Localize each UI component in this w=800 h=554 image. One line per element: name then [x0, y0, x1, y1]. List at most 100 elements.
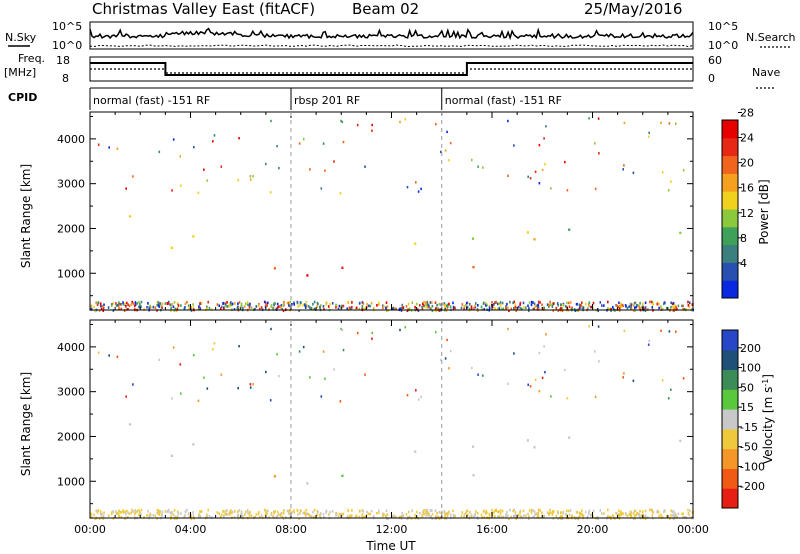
- velocity-cell: [507, 327, 509, 331]
- velocity-cell: [514, 511, 517, 514]
- power-cell: [575, 303, 578, 306]
- power-cell: [670, 180, 672, 183]
- velocity-cell: [318, 513, 321, 517]
- velocity-cell: [505, 514, 507, 518]
- power-cell: [429, 301, 432, 304]
- velocity-cell: [99, 512, 102, 516]
- power-cell: [90, 304, 93, 308]
- power-cell: [96, 301, 98, 305]
- power-cell: [289, 300, 292, 304]
- power-cell: [446, 303, 449, 307]
- velocity-cell: [297, 513, 299, 516]
- velocity-cell: [573, 516, 576, 519]
- velocity-cell: [367, 512, 370, 516]
- velocity-cell: [581, 514, 584, 517]
- power-cell: [517, 305, 520, 309]
- velocity-cell: [327, 513, 330, 516]
- velocity-cell: [470, 513, 473, 516]
- power-cell: [549, 300, 551, 304]
- velocity-cell: [521, 515, 523, 519]
- power-cell: [628, 305, 630, 308]
- power-cell: [248, 306, 251, 309]
- power-cell: [273, 267, 276, 270]
- velocity-cell: [635, 513, 638, 517]
- velocity-cell: [633, 509, 636, 513]
- velocity-cell: [519, 511, 521, 514]
- power-cell: [229, 305, 231, 308]
- power-cell: [134, 301, 137, 304]
- velocity-cell: [519, 509, 522, 513]
- velocity-cell: [454, 514, 456, 518]
- velocity-cell: [337, 515, 340, 519]
- velocity-cell: [640, 514, 643, 517]
- velocity-cell: [265, 511, 267, 515]
- power-cell: [318, 305, 321, 309]
- velocity-cell: [229, 511, 232, 514]
- velocity-cell: [175, 517, 178, 520]
- velocity-cell: [312, 510, 314, 514]
- velocity-cell: [596, 516, 599, 519]
- velocity-cell: [298, 517, 300, 521]
- power-cell: [383, 305, 385, 308]
- power-cell: [339, 192, 342, 195]
- velocity-cell: [550, 395, 552, 398]
- velocity-cell: [264, 513, 267, 516]
- power-cell: [266, 304, 268, 307]
- power-cell: [447, 305, 449, 308]
- power-cell: [428, 304, 430, 308]
- power-cell: [618, 307, 621, 310]
- power-cell: [100, 307, 103, 311]
- velocity-cell: [346, 515, 349, 518]
- velocity-cell: [415, 389, 417, 392]
- power-cell: [115, 302, 117, 305]
- power-cell: [387, 309, 389, 312]
- x-tick-label: 20:00: [577, 523, 609, 536]
- power-cell: [566, 301, 568, 305]
- velocity-cell: [533, 515, 535, 519]
- velocity-cell: [140, 508, 143, 512]
- power-colorbar-frame: [721, 119, 739, 299]
- power-cell: [187, 304, 190, 307]
- velocity-cell: [626, 514, 629, 518]
- power-cell: [528, 307, 530, 310]
- velocity-cell: [306, 512, 309, 516]
- power-cell: [444, 305, 446, 308]
- power-cell: [372, 307, 375, 310]
- velocity-cell: [355, 514, 358, 518]
- velocity-cell: [661, 379, 664, 382]
- velocity-cell: [180, 512, 182, 515]
- velocity-cell: [505, 513, 507, 516]
- velocity-colorbar-swatch: [722, 369, 738, 390]
- power-cell: [270, 304, 273, 307]
- velocity-cell: [305, 508, 308, 512]
- power-cell: [661, 171, 664, 174]
- power-cell: [426, 303, 428, 307]
- power-cell: [505, 305, 507, 308]
- power-cell: [621, 303, 623, 307]
- power-cell: [115, 304, 118, 307]
- power-cell: [203, 168, 205, 171]
- velocity-cell: [218, 512, 220, 515]
- velocity-cell: [160, 513, 163, 516]
- velocity-cell: [401, 511, 404, 515]
- velocity-cell: [156, 508, 159, 512]
- power-cell: [599, 301, 602, 304]
- power-cell: [427, 305, 429, 309]
- power-colorbar-swatch: [722, 155, 738, 174]
- power-cell: [526, 231, 529, 234]
- power-cell: [466, 305, 469, 309]
- velocity-cell: [161, 514, 163, 517]
- velocity-cell: [422, 510, 424, 514]
- velocity-cell: [103, 511, 105, 515]
- velocity-colorbar-swatch: [722, 428, 738, 450]
- power-cell: [632, 171, 635, 174]
- power-cell: [497, 302, 499, 306]
- power-cell: [423, 301, 425, 304]
- velocity-cell: [323, 516, 325, 519]
- velocity-cell: [630, 514, 632, 517]
- velocity-cell: [475, 510, 477, 513]
- power-cell: [237, 179, 239, 182]
- velocity-cell: [484, 511, 487, 514]
- power-cell: [157, 301, 160, 305]
- velocity-cell: [663, 509, 666, 512]
